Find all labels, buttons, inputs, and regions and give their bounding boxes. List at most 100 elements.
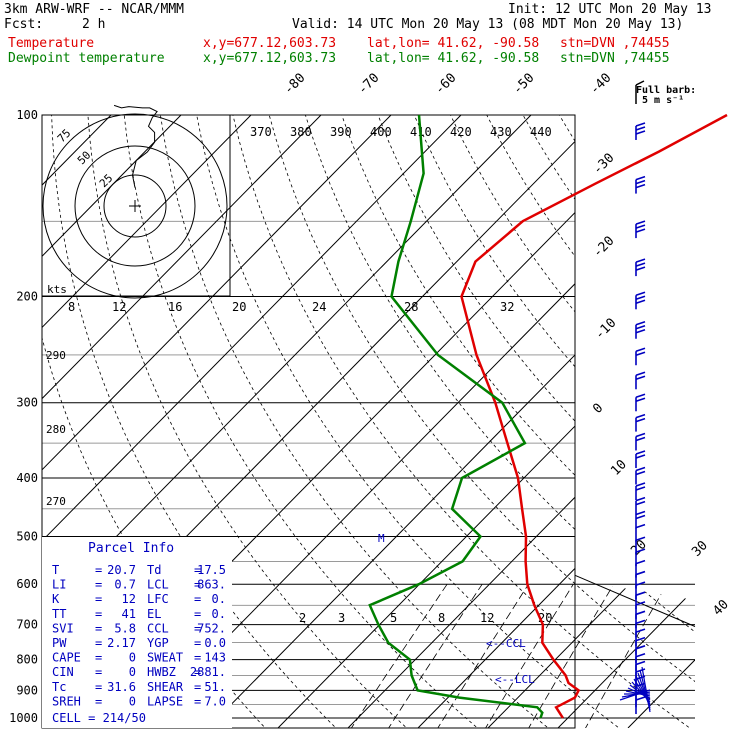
parcel-value: 31.6: [107, 680, 136, 694]
isotherm: [698, 115, 740, 728]
svg-text:=: =: [194, 607, 201, 621]
parcel-value: 2881.: [190, 665, 226, 679]
svg-text:=: =: [95, 636, 102, 650]
parcel-label: PW: [52, 636, 67, 650]
svg-text:=: =: [95, 592, 102, 606]
parcel-value: 752.: [197, 621, 226, 635]
mixing-ratio-line: [349, 583, 448, 728]
svg-text:=: =: [95, 694, 102, 708]
hodograph: 25 50 75 kts 8 12 16 20 24 28 32: [42, 104, 514, 314]
parcel-value: 0.7: [114, 578, 136, 592]
mixing-ratio-line: [386, 583, 483, 728]
hodo-axis-label: 8: [68, 300, 75, 314]
hodo-ring-50: [74, 145, 196, 267]
valid-time: Valid: 14 UTC Mon 20 May 13 (08 MDT Mon …: [292, 17, 684, 32]
svg-text:=: =: [194, 680, 201, 694]
svg-text:=: =: [194, 621, 201, 635]
dewpoint-latlon: lat,lon= 41.62, -90.58: [367, 51, 540, 66]
svg-text:=: =: [95, 563, 102, 577]
isotherm-label: -10: [592, 316, 619, 343]
svg-text:=: =: [95, 578, 102, 592]
theta-label: 390: [330, 125, 352, 139]
isotherm-label: -40: [587, 71, 614, 98]
svg-text:=: =: [95, 680, 102, 694]
parcel-label: SWEAT: [147, 651, 183, 665]
svg-text:=: =: [95, 621, 102, 635]
isotherm-label: 0: [590, 401, 606, 417]
hodo-ring-label-75: 75: [55, 127, 74, 146]
isotherm: [207, 115, 695, 728]
parcel-value: 41: [122, 607, 136, 621]
dry-adiabat: [232, 115, 694, 728]
hodo-axis-label: 16: [168, 300, 182, 314]
mixing-ratio-line: [526, 583, 615, 728]
dry-adiabat: [341, 115, 695, 728]
parcel-label: LFC: [147, 592, 169, 606]
dewpoint-station: stn=DVN ,74455: [560, 51, 670, 66]
theta-label: 420: [450, 125, 472, 139]
mid-level-marker: M: [378, 532, 385, 545]
parcel-label: TT: [52, 607, 66, 621]
dewpoint-profile: [368, 114, 544, 719]
parcel-label: SHEAR: [147, 680, 184, 694]
parcel-value: 0.: [212, 607, 226, 621]
dry-adiabat: [377, 115, 695, 728]
parcel-value: 0: [129, 694, 136, 708]
barb-legend-value: 5 m s⁻¹: [642, 95, 684, 106]
svg-text:=: =: [95, 665, 102, 679]
pressure-label-500: 500: [16, 529, 38, 543]
hodo-units: kts: [47, 283, 67, 296]
hodo-ring-75: [42, 113, 228, 299]
forecast-value: 2 h: [82, 17, 106, 32]
temperature-latlon: lat,lon= 41.62, -90.58: [367, 36, 540, 51]
isotherm: [42, 115, 462, 728]
temperature-profile: [460, 113, 728, 719]
pressure-label-800: 800: [16, 653, 38, 667]
mixing-ratio-label: 3: [338, 611, 345, 625]
parcel-value: 0.0: [204, 636, 226, 650]
parcel-label: LI: [52, 578, 66, 592]
mixing-ratio-line: [435, 583, 529, 728]
isotherm: [557, 115, 695, 728]
mixing-ratio-label: 5: [390, 611, 397, 625]
dry-adiabat: [522, 115, 695, 728]
hodo-ring-label-25: 25: [97, 172, 116, 191]
isotherm: [417, 115, 695, 728]
mixing-ratio-line: [483, 583, 574, 728]
hodo-axis-label: 28: [404, 300, 418, 314]
parcel-label: LCL: [147, 578, 169, 592]
init-time: Init: 12 UTC Mon 20 May 13: [508, 2, 712, 17]
theta-label-low: 290: [46, 349, 66, 362]
parcel-label: Tc: [52, 680, 66, 694]
pressure-label-1000: 1000: [9, 711, 38, 725]
pressure-label-300: 300: [16, 396, 38, 410]
dry-adiabat: [196, 115, 623, 728]
isotherm-label: -50: [510, 71, 537, 98]
theta-label: 440: [530, 125, 552, 139]
isotherm-label: 20: [628, 537, 650, 559]
parcel-label: Td: [147, 563, 161, 577]
ccl-marker: <--CCL: [486, 637, 526, 650]
wind-barbs: [619, 122, 651, 715]
hodo-axis-label: 24: [312, 300, 326, 314]
isotherm: [42, 115, 532, 728]
dry-adiabat: [558, 115, 695, 728]
forecast-label: Fcst:: [4, 17, 44, 32]
dry-adiabat: [123, 115, 481, 728]
pressure-label-700: 700: [16, 618, 38, 632]
lcl-marker: <--LCL: [495, 673, 535, 686]
parcel-value: 863.: [197, 578, 226, 592]
pressure-label-400: 400: [16, 471, 38, 485]
pressure-label-600: 600: [16, 577, 38, 591]
dewpoint-xy: x,y=677.12,603.73: [203, 51, 337, 66]
parcel-value: 2.17: [107, 636, 136, 650]
parcel-label: HWBZ: [147, 665, 176, 679]
isotherm-label: -60: [432, 71, 459, 98]
hodo-ring-25: [103, 174, 167, 238]
dry-adiabat: [667, 115, 695, 728]
parcel-value: 5.8: [114, 621, 136, 635]
svg-text:=: =: [194, 651, 201, 665]
hodo-axis-label: 20: [232, 300, 246, 314]
isotherm-label: 30: [689, 538, 711, 560]
